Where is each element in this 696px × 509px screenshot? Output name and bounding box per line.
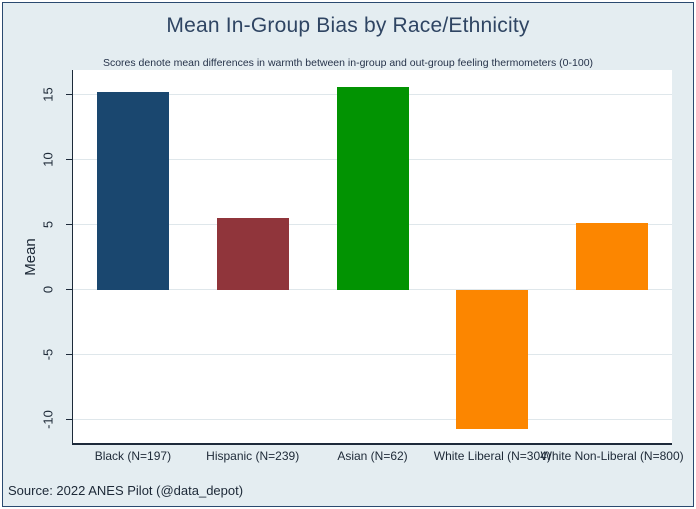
source-note: Source: 2022 ANES Pilot (@data_depot) (8, 483, 244, 498)
y-tick-label: -5 (40, 348, 56, 361)
y-tick (65, 288, 72, 291)
y-tick (65, 158, 72, 161)
bar (336, 86, 409, 290)
x-category-label: White Non-Liberal (N=800) (540, 449, 684, 463)
x-category-label: Black (N=197) (94, 449, 172, 463)
x-category-label: White Liberal (N=304) (433, 449, 551, 463)
bar (456, 289, 529, 429)
gridline (73, 419, 672, 421)
chart-title: Mean In-Group Bias by Race/Ethnicity (166, 14, 530, 37)
x-category-label: Hispanic (N=239) (206, 449, 300, 463)
y-tick-label: 15 (40, 87, 56, 102)
y-tick-label: 10 (40, 152, 56, 167)
bar (576, 223, 649, 290)
y-axis-title: Mean (22, 238, 39, 276)
x-axis-line (71, 443, 672, 445)
bar (96, 92, 169, 290)
gridline (73, 354, 672, 356)
y-tick (65, 418, 72, 421)
y-tick (65, 223, 72, 226)
y-tick (65, 93, 72, 96)
chart-subtitle: Scores denote mean differences in warmth… (102, 57, 594, 69)
x-category-label: Asian (N=62) (337, 449, 408, 463)
y-tick (65, 353, 72, 356)
bar (216, 218, 289, 290)
y-tick-label: -10 (40, 410, 56, 429)
y-tick-label: 0 (40, 286, 56, 294)
y-axis-line (71, 70, 73, 445)
y-tick-label: 5 (40, 221, 56, 229)
gridline (73, 289, 672, 291)
